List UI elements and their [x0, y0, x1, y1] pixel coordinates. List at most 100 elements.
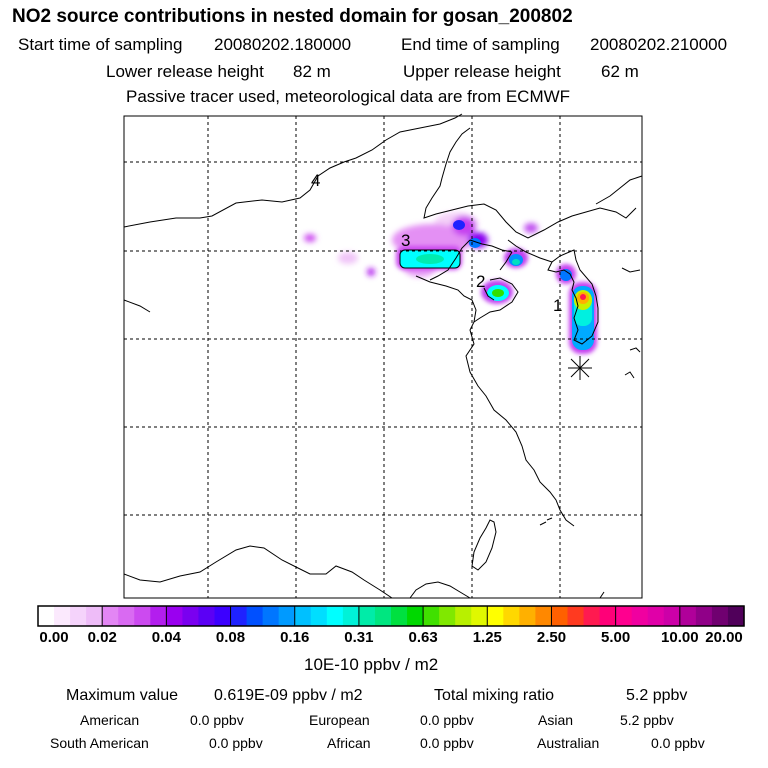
lower-release-height-value: 82 m [293, 62, 331, 81]
colorbar-segment [326, 606, 344, 626]
colorbar-segment [198, 606, 216, 626]
upper-release-height-label: Upper release height [403, 62, 561, 81]
colorbar-segment [727, 606, 745, 626]
colorbar-segment [391, 606, 408, 626]
lat-lon-grid [124, 116, 642, 598]
colorbar-segment [230, 606, 248, 626]
colorbar-segment [535, 606, 553, 626]
colorbar-segment [278, 606, 296, 626]
colorbar-tick-label: 0.04 [151, 629, 181, 646]
region-asian-value: 5.2 ppbv [620, 712, 674, 728]
region-european-name: European [309, 712, 370, 728]
max-value: 0.619E-09 ppbv / m2 [214, 687, 363, 704]
region-south-american-value: 0.0 ppbv [209, 735, 263, 751]
region-african-name: African [327, 735, 371, 751]
colorbar-tick-label: 20.00 [705, 629, 743, 646]
colorbar-segment [310, 606, 328, 626]
colorbar-segment [711, 606, 729, 626]
colorbar-segment [358, 606, 376, 626]
colorbar-segment [503, 606, 520, 626]
colorbar-segment [86, 606, 103, 626]
colorbar-segment [118, 606, 135, 626]
region-australian-value: 0.0 ppbv [651, 735, 705, 751]
source-label-1: 1 [553, 296, 562, 315]
colorbar-segment [214, 606, 232, 626]
colorbar-tick-label: 0.00 [39, 629, 69, 646]
start-time-value: 20080202.180000 [214, 35, 352, 54]
region-australian-name: Australian [537, 735, 600, 751]
colorbar-segment [599, 606, 617, 626]
colorbar-dividers [101, 606, 681, 626]
colorbar-segment [342, 606, 360, 626]
region-european-value: 0.0 ppbv [420, 712, 474, 728]
source-label-3: 3 [401, 231, 410, 250]
colorbar-tick-label: 0.16 [280, 629, 310, 646]
plume-source-3 [396, 220, 481, 270]
colorbar-tick-label: 0.02 [87, 629, 117, 646]
colorbar-segment [246, 606, 264, 626]
start-time-label: Start time of sampling [18, 35, 183, 54]
colorbar-tick-label: 1.25 [472, 629, 502, 646]
colorbar-segment [38, 606, 55, 626]
region-south-american-name: South American [50, 735, 149, 751]
colorbar-frame [37, 605, 745, 627]
colorbar-segment [150, 606, 167, 626]
total-mixing-ratio-value: 5.2 ppbv [626, 687, 688, 704]
colorbar-segment [647, 606, 665, 626]
lower-release-height-label: Lower release height [106, 62, 264, 81]
tracer-notice: Passive tracer used, meteorological data… [126, 87, 571, 106]
colorbar-segment [70, 606, 87, 626]
max-value-label: Maximum value [66, 687, 179, 704]
receptor-star-icon [568, 356, 592, 380]
colorbar-segment [102, 606, 119, 626]
colorbar-segment [182, 606, 200, 626]
map-frame [123, 115, 643, 599]
colorbar-tick-label: 2.50 [536, 629, 567, 646]
colorbar-segment [695, 606, 713, 626]
coastlines [123, 113, 643, 599]
source-label-4: 4 [311, 171, 320, 190]
colorbar-segment [551, 606, 569, 626]
map-title: NO2 source contributions in nested domai… [12, 6, 573, 27]
colorbar-segment [471, 606, 488, 626]
colorbar-segment [663, 606, 681, 626]
plume-source-2 [481, 280, 513, 304]
colorbar-segment [615, 606, 633, 626]
colorbar-segment [567, 606, 585, 626]
region-american-name: American [80, 712, 140, 728]
colorbar-segment [439, 606, 456, 626]
region-american-value: 0.0 ppbv [190, 712, 244, 728]
colorbar-segment [54, 606, 71, 626]
colorbar-segments [38, 606, 745, 626]
source-label-2: 2 [476, 272, 485, 291]
colorbar-segment [423, 606, 440, 626]
colorbar-segment [407, 606, 424, 626]
colorbar-units: 10E-10 ppbv / m2 [304, 655, 439, 674]
colorbar-segment [583, 606, 601, 626]
plume-korea-west [504, 248, 528, 268]
colorbar-tick-label: 10.00 [661, 629, 699, 646]
colorbar-segment [134, 606, 151, 626]
colorbar-tick-label: 0.08 [215, 629, 246, 646]
end-time-value: 20080202.210000 [590, 35, 728, 54]
region-african-value: 0.0 ppbv [420, 735, 474, 751]
colorbar-segment [631, 606, 649, 626]
colorbar-segment [262, 606, 280, 626]
end-time-label: End time of sampling [401, 35, 560, 54]
colorbar-tick-label: 0.63 [408, 629, 438, 646]
region-asian-name: Asian [538, 712, 574, 728]
colorbar-segment [487, 606, 504, 626]
colorbar-tick-label: 0.31 [344, 629, 374, 646]
colorbar-segment [166, 606, 184, 626]
total-mixing-ratio-label: Total mixing ratio [434, 687, 555, 704]
colorbar-segment [679, 606, 697, 626]
plume-layer [304, 212, 597, 354]
colorbar-tick-label: 5.00 [600, 629, 631, 646]
colorbar-segment [294, 606, 312, 626]
colorbar-segment [455, 606, 472, 626]
colorbar-segment [374, 606, 392, 626]
colorbar-segment [519, 606, 537, 626]
upper-release-height-value: 62 m [601, 62, 639, 81]
